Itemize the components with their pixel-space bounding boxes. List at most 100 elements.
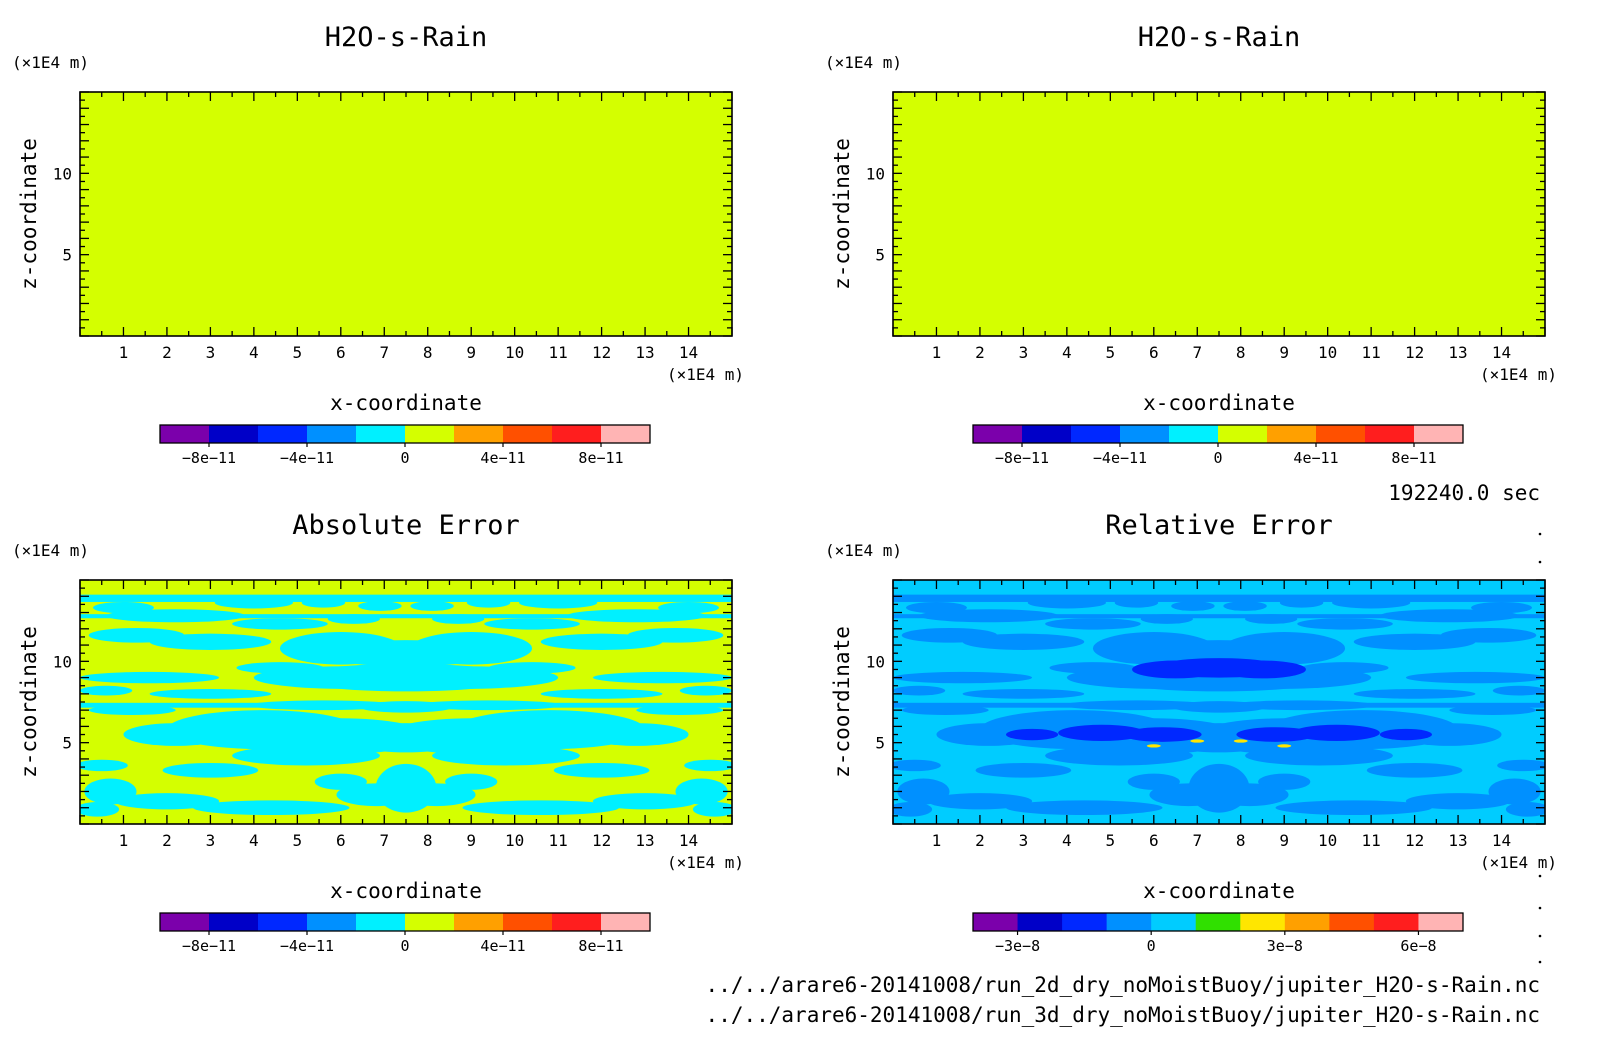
colorbar-swatch bbox=[1365, 425, 1415, 443]
contour-region bbox=[1245, 745, 1393, 766]
contour-region bbox=[162, 763, 259, 778]
contour-region bbox=[358, 601, 402, 611]
colorbar-swatch bbox=[258, 425, 308, 443]
contour-region bbox=[897, 778, 950, 805]
y-tick-label: 10 bbox=[53, 652, 72, 671]
contour-region bbox=[540, 688, 663, 699]
colorbar-label: 8e−11 bbox=[578, 937, 623, 955]
contour-region bbox=[80, 685, 133, 696]
contour-region-inner bbox=[1236, 727, 1315, 742]
colorbar-swatch bbox=[1373, 913, 1419, 931]
x-tick-label: 11 bbox=[1362, 343, 1381, 362]
contour-region bbox=[962, 688, 1085, 699]
colorbar-swatch bbox=[356, 913, 406, 931]
contour-region bbox=[684, 759, 732, 772]
colorbar-swatch bbox=[503, 425, 553, 443]
colorbar-swatch bbox=[503, 913, 553, 931]
contour-band bbox=[893, 614, 1545, 619]
colorbar-swatch bbox=[601, 913, 651, 931]
contour-region bbox=[927, 793, 1033, 810]
colorbar-swatch bbox=[1414, 425, 1464, 443]
x-unit-label: (×1E4 m) bbox=[1480, 365, 1557, 384]
x-tick-label: 11 bbox=[549, 343, 568, 362]
y-tick-label: 5 bbox=[62, 246, 72, 265]
contour-region bbox=[301, 597, 346, 608]
colorbar-label: 0 bbox=[400, 449, 409, 467]
x-axis-label: x-coordinate bbox=[1143, 391, 1295, 415]
colorbar-swatch bbox=[1240, 913, 1286, 931]
colorbar: −8e−11 −4e−11 0 4e−11 8e−11 bbox=[159, 912, 651, 955]
x-tick-label: 11 bbox=[1362, 831, 1381, 850]
x-tick-label: 7 bbox=[1192, 343, 1202, 362]
x-tick-label: 6 bbox=[336, 343, 346, 362]
y-unit-label: (×1E4 m) bbox=[825, 53, 902, 72]
contour-region bbox=[484, 618, 580, 630]
colorbar-swatch bbox=[1120, 425, 1170, 443]
x-tick-label: 8 bbox=[1236, 831, 1246, 850]
x-tick-label: 12 bbox=[1405, 343, 1424, 362]
contour-region bbox=[636, 705, 724, 716]
colorbar-label: 8e−11 bbox=[578, 449, 623, 467]
x-tick-label: 5 bbox=[1106, 343, 1116, 362]
x-tick-label: 7 bbox=[379, 831, 389, 850]
plot-area bbox=[80, 580, 732, 824]
colorbar-swatch bbox=[1218, 425, 1268, 443]
contour-region bbox=[1210, 783, 1289, 807]
y-tick-label: 10 bbox=[53, 164, 72, 183]
contour-band bbox=[80, 594, 732, 602]
contour-region bbox=[488, 662, 576, 674]
contour-region-inner bbox=[1058, 724, 1146, 742]
contour-region bbox=[149, 633, 272, 650]
x-tick-label: 2 bbox=[975, 343, 985, 362]
x-tick-label: 7 bbox=[1192, 831, 1202, 850]
contour-region bbox=[80, 802, 120, 817]
colorbar-swatch bbox=[405, 913, 455, 931]
colorbar-label: 0 bbox=[400, 937, 409, 955]
contour-region bbox=[1223, 601, 1267, 611]
contour-region bbox=[1488, 778, 1541, 805]
contour-region bbox=[1301, 662, 1389, 674]
contour-region bbox=[592, 671, 732, 684]
x-tick-label: 13 bbox=[1448, 343, 1467, 362]
contour-region bbox=[88, 705, 176, 716]
colorbar-frame bbox=[972, 912, 1464, 932]
contour-region bbox=[566, 609, 706, 623]
x-tick-label: 12 bbox=[1405, 831, 1424, 850]
x-tick-label: 9 bbox=[466, 343, 476, 362]
colorbar-label: −8e−11 bbox=[995, 449, 1049, 467]
contour-region bbox=[1497, 759, 1545, 772]
contour-region bbox=[1127, 640, 1311, 667]
x-tick-label: 7 bbox=[379, 343, 389, 362]
contour-region bbox=[1492, 685, 1545, 696]
x-tick-label: 14 bbox=[679, 343, 698, 362]
y-unit-label: (×1E4 m) bbox=[825, 541, 902, 560]
contour-region bbox=[214, 597, 293, 609]
x-tick-label: 3 bbox=[206, 343, 216, 362]
x-tick-label: 1 bbox=[119, 343, 129, 362]
colorbar-swatch bbox=[1284, 913, 1330, 931]
x-tick-label: 10 bbox=[505, 343, 524, 362]
contour-region-inner bbox=[1379, 728, 1432, 741]
contour-region bbox=[1275, 800, 1432, 816]
y-tick-label: 5 bbox=[875, 246, 885, 265]
y-tick-label: 5 bbox=[875, 734, 885, 753]
x-tick-label: 6 bbox=[336, 831, 346, 850]
contour-region bbox=[1049, 662, 1137, 674]
contour-region-inner bbox=[1153, 658, 1285, 678]
x-unit-label: (×1E4 m) bbox=[667, 365, 744, 384]
x-tick-label: 4 bbox=[249, 343, 259, 362]
x-tick-label: 5 bbox=[293, 831, 303, 850]
colorbar-swatch bbox=[1017, 913, 1063, 931]
colorbar-swatch bbox=[454, 425, 504, 443]
colorbar-label: 8e−11 bbox=[1391, 449, 1436, 467]
x-tick-label: 3 bbox=[1019, 831, 1029, 850]
contour-region bbox=[236, 662, 324, 674]
contour-region bbox=[1297, 618, 1393, 630]
colorbar-label: −8e−11 bbox=[182, 449, 236, 467]
contour-region bbox=[1258, 773, 1311, 790]
colorbar-swatch bbox=[454, 913, 504, 931]
x-tick-label: 4 bbox=[249, 831, 259, 850]
contour-region bbox=[232, 618, 328, 630]
